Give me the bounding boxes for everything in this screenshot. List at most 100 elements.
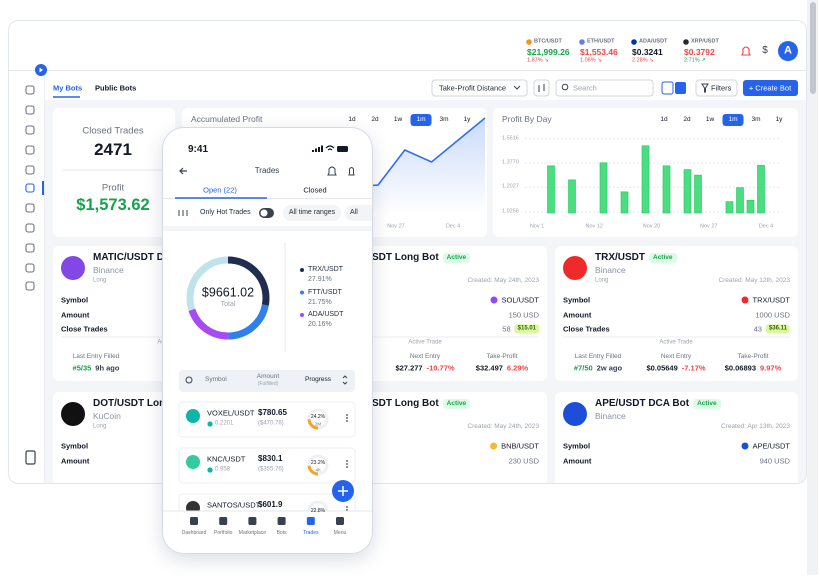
trade-value: $0.06893 9.97% <box>725 364 782 373</box>
row-label: Symbol <box>61 295 89 305</box>
notification-bell[interactable] <box>741 46 751 56</box>
sort-dropdown[interactable] <box>431 79 528 97</box>
sort-icon <box>538 84 545 92</box>
range-button[interactable]: 2d <box>683 116 691 124</box>
tab[interactable]: My Bots <box>53 83 83 93</box>
nav-icon[interactable] <box>190 517 198 525</box>
currency-button[interactable]: $ <box>762 45 768 56</box>
bot-title: MATIC/USDT DC <box>93 252 172 263</box>
column-header[interactable]: Progress <box>305 376 332 384</box>
scroll-thumb[interactable] <box>810 2 816 94</box>
range-button[interactable]: 1d <box>348 116 356 124</box>
dashboard-window: BTC/USDT $21,999.26 1.87% ↘ ETH/USDT $1,553.… <box>8 20 807 484</box>
search-box[interactable] <box>555 79 654 97</box>
sidebar-icon[interactable] <box>25 145 35 155</box>
range-button[interactable]: 1d <box>660 116 668 124</box>
all-pill[interactable] <box>345 205 373 221</box>
range-button[interactable]: 2d <box>371 116 379 124</box>
tab[interactable]: Closed <box>303 185 327 195</box>
bot-logo <box>61 402 85 426</box>
all-label: All <box>350 208 358 216</box>
coin-icon <box>490 442 498 450</box>
range-button[interactable]: 1m <box>728 116 738 124</box>
grid-view-button[interactable] <box>675 82 686 94</box>
trade-value: #7/50 2w ago <box>574 364 622 373</box>
column-header[interactable]: Symbol <box>205 376 227 384</box>
trade-icon <box>186 409 200 423</box>
range-button[interactable]: 1w <box>393 116 403 124</box>
more-dot <box>346 509 348 511</box>
trade-change: 9.97% <box>760 363 782 373</box>
more-dot <box>346 417 348 419</box>
sidebar-icon[interactable] <box>25 183 35 193</box>
mobile-icon[interactable] <box>25 450 36 465</box>
range-button[interactable]: 3m <box>751 116 761 124</box>
sidebar-icon[interactable] <box>25 105 35 115</box>
nav-label[interactable]: Marketplace <box>238 530 267 536</box>
back-arrow[interactable] <box>179 167 187 175</box>
sidebar-icon[interactable] <box>25 243 35 253</box>
range-button[interactable]: 1y <box>463 116 471 124</box>
nav-icon[interactable] <box>277 517 286 525</box>
sidebar-icon[interactable] <box>25 263 35 273</box>
tab[interactable]: Open (22) <box>203 185 237 195</box>
progress-label: 23.2% <box>310 460 326 466</box>
profit-badge: $36.11 <box>765 324 790 334</box>
donut-segment <box>186 256 270 340</box>
sidebar-icon[interactable] <box>25 125 35 135</box>
nav-icon[interactable] <box>219 517 228 525</box>
more-dot <box>346 420 348 422</box>
bar <box>725 201 734 214</box>
range-active <box>722 114 744 126</box>
sidebar-icon[interactable] <box>25 165 35 175</box>
legend-value: 21.75% <box>308 298 332 306</box>
sidebar-icon[interactable] <box>25 223 35 233</box>
column-header[interactable]: Amount <box>256 373 280 381</box>
range-button[interactable]: 1m <box>416 116 426 124</box>
create-bot-button[interactable] <box>743 80 798 96</box>
nav-label[interactable]: Dashboard <box>181 530 207 536</box>
ticker-change: 1.87% ↘ <box>527 57 549 64</box>
column-header: (Fulfilled) <box>257 381 279 387</box>
range-button[interactable]: 3m <box>439 116 449 124</box>
created-date: Created: May 24th, 2023 <box>467 277 539 285</box>
nav-label[interactable]: Menu <box>333 530 347 536</box>
search-icon <box>561 83 569 91</box>
row-label: Symbol <box>563 295 591 305</box>
range-button[interactable]: 1y <box>775 116 783 124</box>
trade-label: Last Entry Filled <box>72 353 120 361</box>
bot-title-row: SDT Long Bot Active <box>372 398 471 410</box>
trade-row[interactable] <box>178 401 356 438</box>
portfolio-total: $9661.02 <box>201 285 255 300</box>
sort-order-button[interactable] <box>533 79 550 97</box>
nav-label[interactable]: Bots <box>276 530 287 536</box>
sidebar-icon[interactable] <box>25 203 35 213</box>
bot-card[interactable] <box>555 392 798 484</box>
sidebar-active-indicator <box>42 181 44 195</box>
nav-icon[interactable] <box>306 517 315 525</box>
range-button[interactable]: 1w <box>705 116 715 124</box>
alert-icon[interactable] <box>348 167 355 176</box>
nav-label[interactable]: Trades <box>303 530 319 536</box>
coin-icon <box>207 467 213 473</box>
x-tick-label: Dec 4 <box>445 223 461 230</box>
time-range-pill[interactable] <box>283 205 341 221</box>
nav-icon[interactable] <box>248 517 257 525</box>
sidebar-icon[interactable] <box>25 281 35 291</box>
bar <box>620 191 629 214</box>
range-active <box>410 114 432 126</box>
list-view-button[interactable] <box>661 81 674 95</box>
chart-title: Accumulated Profit <box>191 113 263 124</box>
trade-row[interactable] <box>178 447 356 484</box>
nav-label[interactable]: Portfolio <box>214 530 233 536</box>
nav-icon[interactable] <box>336 517 344 525</box>
sort-label: Take-Profit Distance <box>439 83 507 93</box>
sidebar-icon[interactable] <box>25 85 35 95</box>
bot-card[interactable] <box>555 246 798 381</box>
y-tick-label: 1.2027 <box>502 183 519 190</box>
more-dot <box>346 506 348 508</box>
bell-icon[interactable] <box>327 166 337 176</box>
tab[interactable]: Public Bots <box>95 83 137 93</box>
avatar[interactable] <box>778 41 798 61</box>
section-separator <box>163 226 372 231</box>
